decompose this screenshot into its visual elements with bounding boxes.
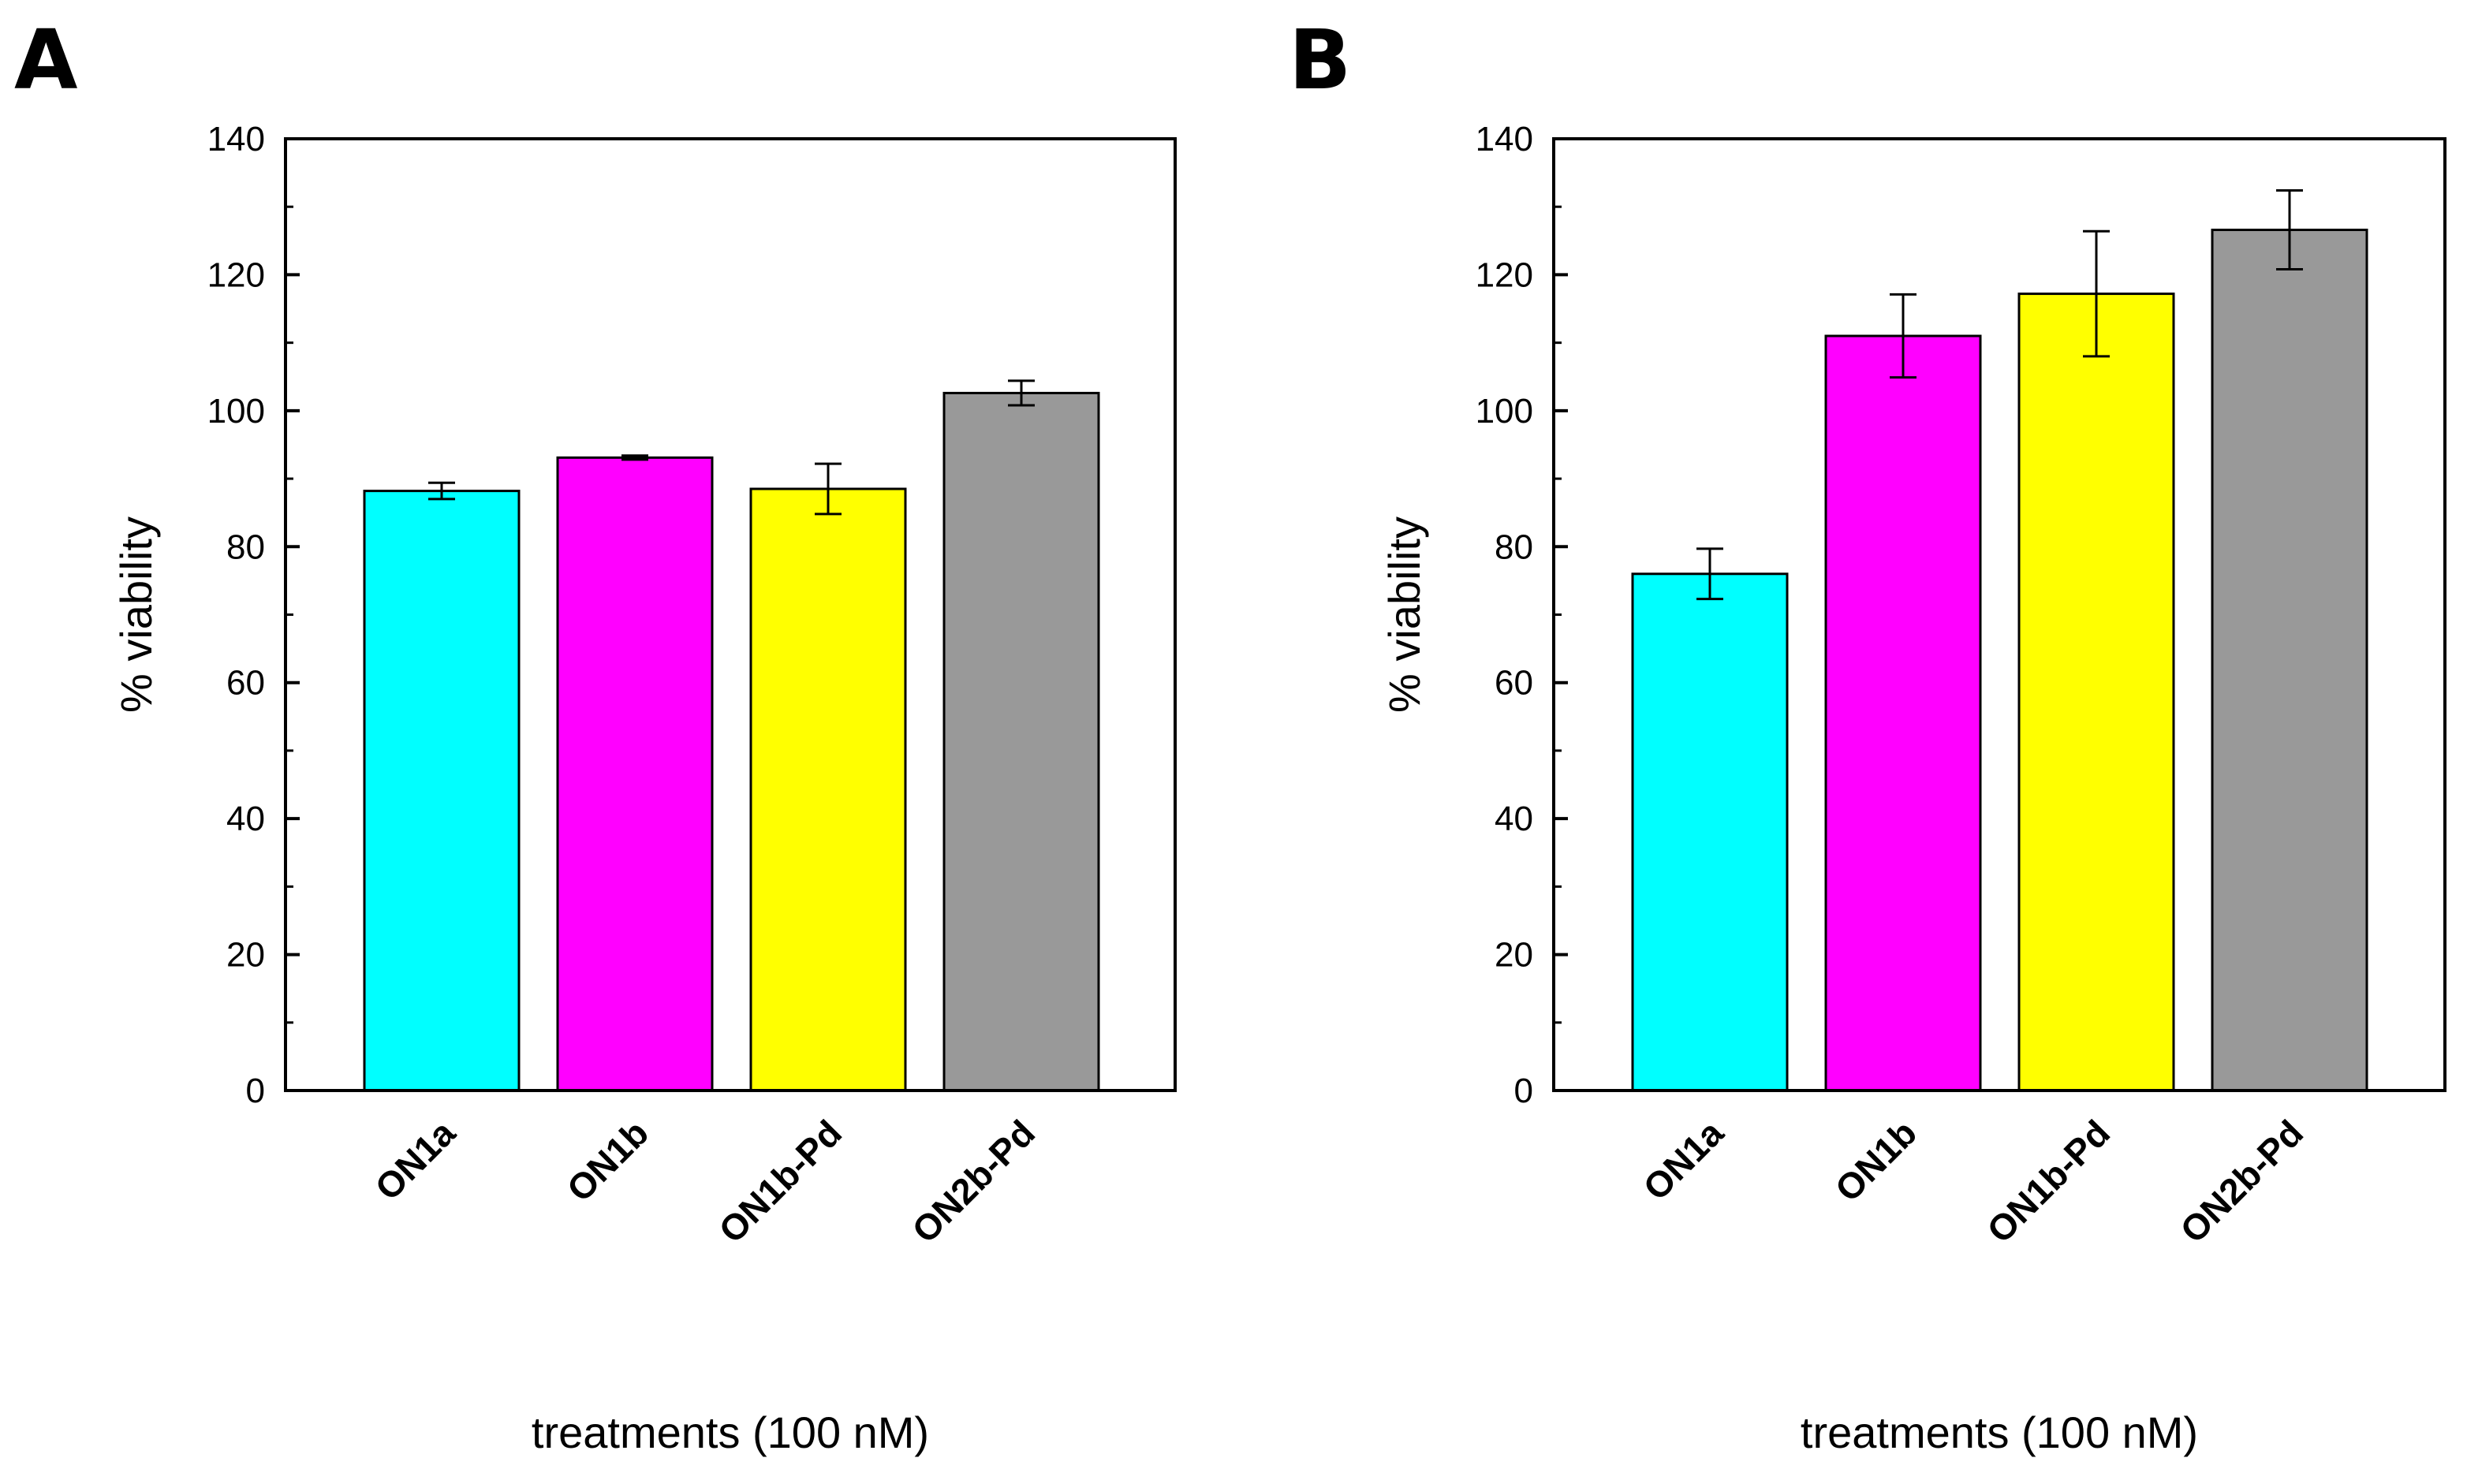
error-bar-on2b-pd xyxy=(1008,379,1035,407)
category-label: ON2b-Pd xyxy=(2172,1112,2311,1251)
y-tick-label: 40 xyxy=(1495,800,1533,838)
y-axis-title: % viability xyxy=(111,516,161,713)
y-tick-label: 0 xyxy=(1514,1072,1533,1110)
x-axis-title: treatments (100 nM) xyxy=(532,1408,929,1457)
error-bar-on2b-pd xyxy=(2276,189,2303,271)
panel-letter: A xyxy=(14,12,78,108)
error-bar-on1b xyxy=(1890,293,1916,379)
category-label: ON1b xyxy=(559,1112,657,1210)
y-tick-label: 20 xyxy=(1495,936,1533,975)
y-tick-label: 60 xyxy=(226,664,265,703)
y-tick-label: 20 xyxy=(226,936,265,975)
bar-on1a xyxy=(1631,572,1789,1092)
category-label: ON1a xyxy=(367,1112,463,1208)
y-tick-label: 0 xyxy=(246,1072,265,1110)
y-tick-label: 140 xyxy=(207,120,265,158)
chart-panel-b: B ON1a ON1b ON1b-Pd ON2b-Pd 0 20 40 60 80 100 120 14… xyxy=(1289,12,2446,1457)
y-tick-label: 100 xyxy=(207,392,265,431)
y-tick-label: 120 xyxy=(1476,255,1533,294)
error-bar-on1b xyxy=(621,454,648,461)
bar-on1b-pd xyxy=(2017,293,2175,1092)
y-tick-label: 100 xyxy=(1476,392,1533,431)
category-label: ON1b xyxy=(1827,1112,1925,1210)
category-label: ON1a xyxy=(1635,1112,1731,1208)
bar-on1b-pd xyxy=(749,487,907,1092)
y-tick-label: 80 xyxy=(1495,528,1533,566)
bar-on2b-pd xyxy=(2211,229,2368,1092)
y-tick-label: 60 xyxy=(1495,664,1533,703)
error-bar-on1b-pd xyxy=(2083,229,2110,358)
category-label: ON2b-Pd xyxy=(904,1112,1043,1251)
bar-on2b-pd xyxy=(942,391,1100,1092)
y-axis-title: % viability xyxy=(1379,516,1429,713)
y-tick-label: 40 xyxy=(226,800,265,838)
panel-letter: B xyxy=(1289,12,1351,108)
y-tick-label: 140 xyxy=(1476,120,1533,158)
bar-on1a xyxy=(363,490,521,1092)
y-tick-label: 80 xyxy=(226,528,265,566)
bar-on1b xyxy=(1824,334,1982,1092)
chart-panel-a: A ON1a ON1b ON1b-Pd ON2b-Pd 0 20 40 60 80 100 120 14… xyxy=(14,12,1177,1457)
error-bar-on1a xyxy=(428,481,455,501)
category-label: ON1b-Pd xyxy=(711,1112,849,1251)
error-bar-on1a xyxy=(1696,547,1723,601)
bar-on1b xyxy=(556,456,714,1092)
error-bar-on1b-pd xyxy=(815,462,842,516)
category-label: ON1b-Pd xyxy=(1979,1112,2118,1251)
y-tick-label: 120 xyxy=(207,255,265,294)
x-axis-title: treatments (100 nM) xyxy=(1801,1408,2198,1457)
